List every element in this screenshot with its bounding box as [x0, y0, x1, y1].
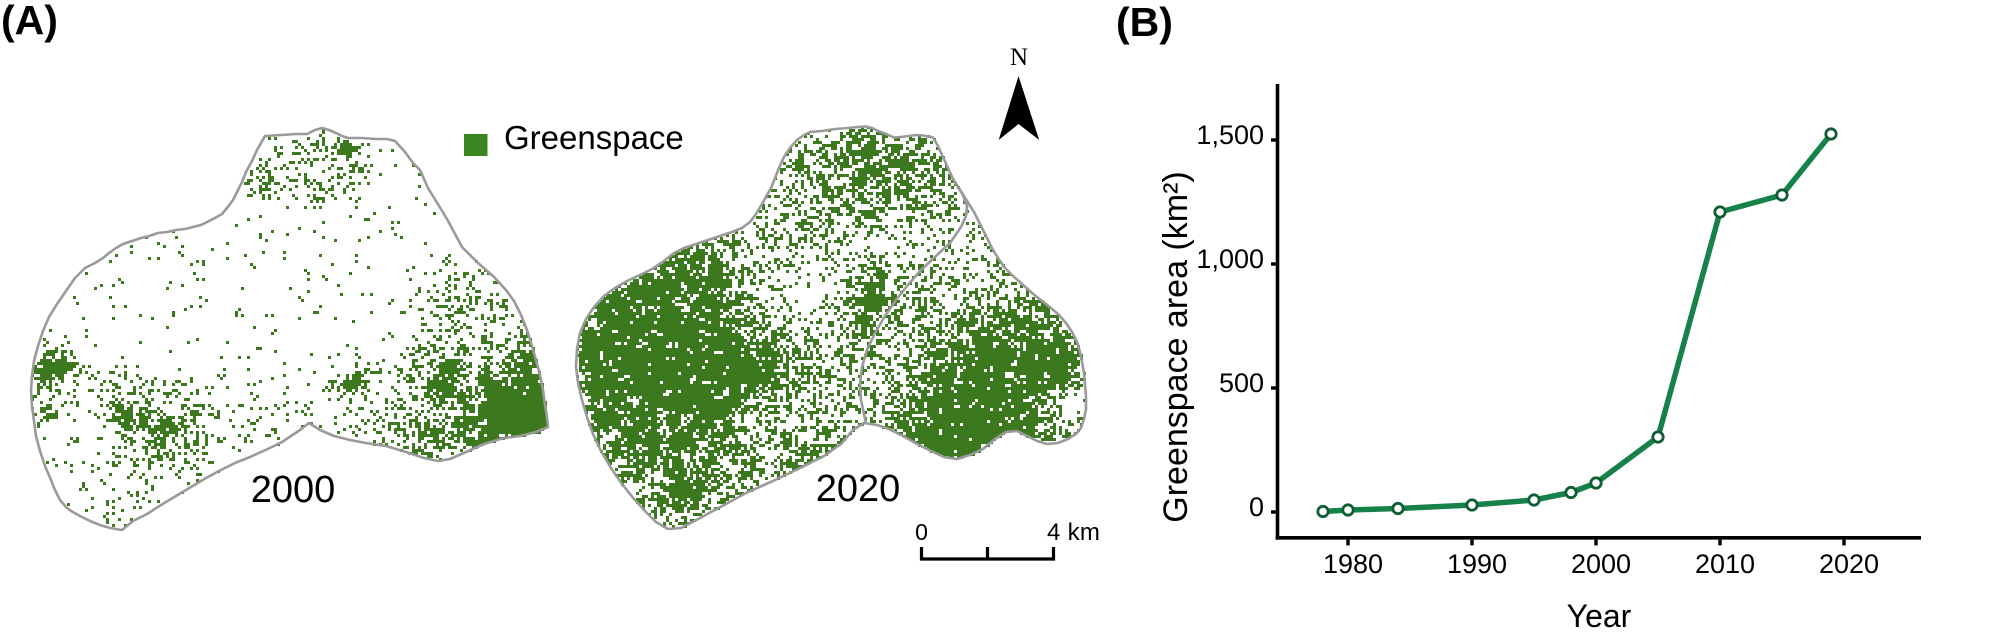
- svg-text:2010: 2010: [1695, 549, 1755, 579]
- svg-text:1,500: 1,500: [1196, 120, 1264, 150]
- svg-text:2020: 2020: [816, 468, 901, 510]
- svg-text:Greenspace: Greenspace: [504, 119, 684, 156]
- svg-text:2020: 2020: [1819, 549, 1879, 579]
- svg-text:2000: 2000: [1571, 549, 1631, 579]
- svg-text:(A): (A): [1, 0, 58, 43]
- svg-text:N: N: [1010, 44, 1028, 71]
- svg-text:0: 0: [915, 519, 928, 545]
- svg-text:Greenspace area (km²): Greenspace area (km²): [1157, 171, 1195, 522]
- svg-text:(B): (B): [1116, 0, 1173, 45]
- svg-text:1990: 1990: [1447, 549, 1507, 579]
- svg-text:1,000: 1,000: [1196, 244, 1264, 274]
- svg-text:1980: 1980: [1323, 549, 1383, 579]
- svg-text:2000: 2000: [251, 469, 336, 511]
- svg-text:0: 0: [1249, 492, 1264, 522]
- svg-text:4 km: 4 km: [1047, 519, 1100, 546]
- svg-text:Year: Year: [1567, 598, 1632, 634]
- svg-text:500: 500: [1219, 368, 1264, 398]
